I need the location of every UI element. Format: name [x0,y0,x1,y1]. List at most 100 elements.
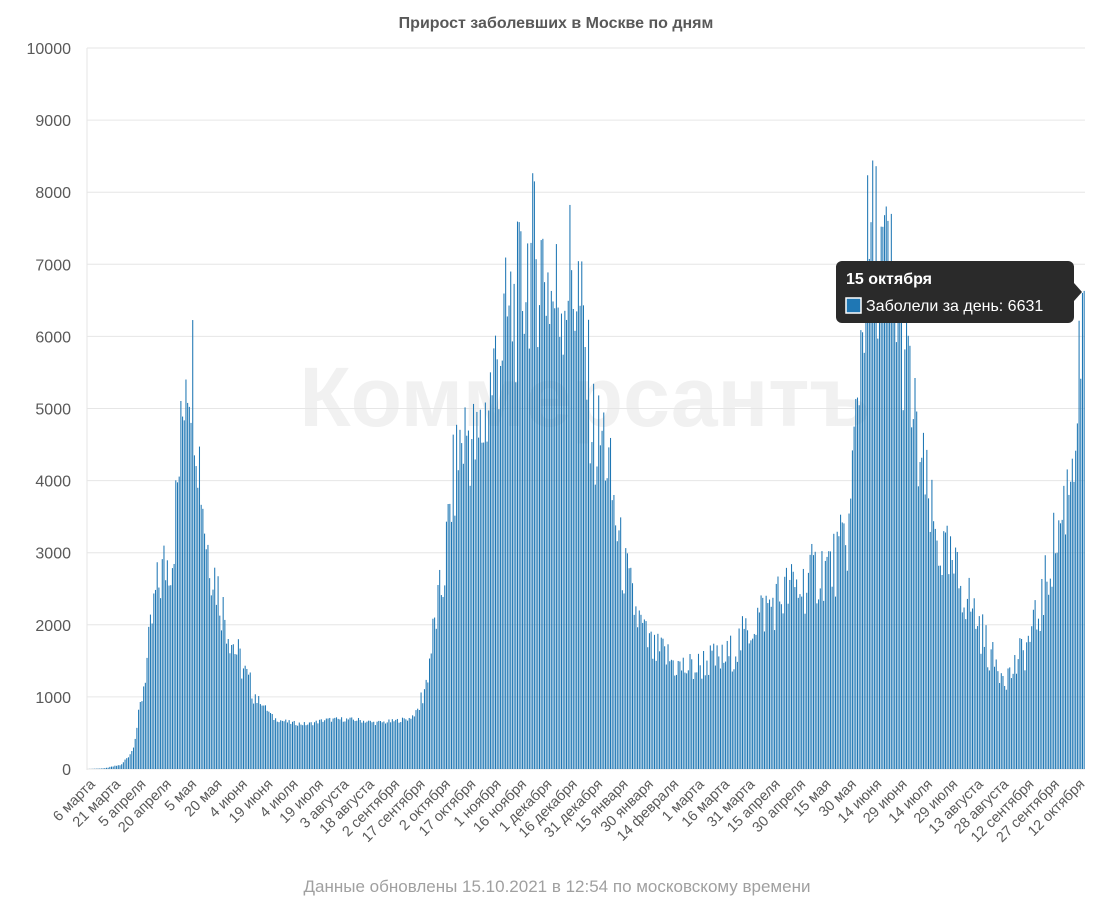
bar[interactable] [787,603,789,769]
bar[interactable] [275,718,277,769]
bar[interactable] [205,549,207,769]
bar[interactable] [535,259,537,769]
bar[interactable] [719,668,721,769]
bar[interactable] [616,541,618,769]
bar[interactable] [185,379,187,769]
bar[interactable] [418,710,420,769]
bar[interactable] [479,409,481,769]
bar[interactable] [122,762,124,769]
bar[interactable] [777,576,779,769]
bar[interactable] [865,300,867,769]
bar[interactable] [677,660,679,769]
bar[interactable] [620,517,622,769]
bar[interactable] [129,754,131,769]
bar[interactable] [762,597,764,769]
bar[interactable] [542,238,544,769]
bar[interactable] [993,666,996,769]
bar[interactable] [183,420,185,769]
bar[interactable] [934,528,936,769]
bar[interactable] [782,613,784,769]
bar[interactable] [310,722,312,769]
bar[interactable] [922,432,924,769]
bar[interactable] [281,720,283,769]
bar[interactable] [562,354,564,769]
bar[interactable] [704,675,706,769]
bar[interactable] [753,633,755,769]
bar[interactable] [890,213,892,769]
bar[interactable] [379,721,382,769]
bar[interactable] [1063,485,1065,769]
bar[interactable] [816,603,818,769]
bar[interactable] [593,383,595,769]
bar[interactable] [581,261,583,769]
bar[interactable] [775,583,777,769]
bar[interactable] [906,301,908,769]
bar[interactable] [682,657,684,769]
bar[interactable] [127,757,129,769]
bar[interactable] [385,723,387,769]
bar[interactable] [525,302,527,769]
bar[interactable] [604,480,606,769]
bar[interactable] [867,175,869,769]
bar[interactable] [491,395,493,769]
bar[interactable] [895,342,897,769]
bar[interactable] [752,638,754,769]
bar[interactable] [1073,481,1075,769]
bar[interactable] [166,560,168,769]
bar[interactable] [121,764,123,769]
bar[interactable] [214,567,216,769]
bar[interactable] [109,766,111,769]
bar[interactable] [231,645,233,769]
bar[interactable] [589,463,591,769]
bar[interactable] [794,587,796,769]
bar[interactable] [899,282,901,769]
bar[interactable] [660,637,662,769]
bar[interactable] [868,258,870,769]
bar[interactable] [601,430,603,769]
bar[interactable] [931,479,933,769]
bar[interactable] [403,718,405,769]
bar[interactable] [325,718,327,769]
bar[interactable] [1058,520,1060,769]
bar[interactable] [838,536,840,769]
bar[interactable] [209,578,211,769]
bar[interactable] [182,416,184,769]
bar[interactable] [522,311,524,769]
bar[interactable] [657,633,659,769]
bar[interactable] [926,449,928,769]
bar[interactable] [550,290,552,769]
bar[interactable] [687,670,689,769]
bar[interactable] [887,220,889,769]
bar[interactable] [1071,458,1073,769]
bar[interactable] [684,672,686,769]
bar[interactable] [603,412,605,769]
bar[interactable] [873,269,875,769]
bar[interactable] [638,610,640,769]
bar[interactable] [1007,668,1009,769]
bar[interactable] [190,422,192,769]
bar[interactable] [307,724,309,769]
bar[interactable] [916,411,918,769]
bar[interactable] [175,480,177,769]
bar[interactable] [755,634,757,769]
bar[interactable] [917,486,919,769]
bar[interactable] [158,587,160,769]
bar[interactable] [709,645,711,769]
bar[interactable] [154,589,157,769]
bar[interactable] [244,665,246,769]
bar[interactable] [791,564,793,769]
bar[interactable] [160,598,162,769]
bar[interactable] [390,722,392,769]
bar[interactable] [161,559,163,769]
bar[interactable] [1078,320,1080,769]
bar[interactable] [566,319,568,769]
bar[interactable] [200,504,202,769]
bar[interactable] [464,407,466,769]
bar[interactable] [508,305,510,769]
bar[interactable] [725,661,727,769]
bar[interactable] [400,722,402,769]
bar[interactable] [713,643,715,769]
bar[interactable] [107,767,109,769]
bar[interactable] [1021,638,1023,769]
bar[interactable] [422,703,424,769]
